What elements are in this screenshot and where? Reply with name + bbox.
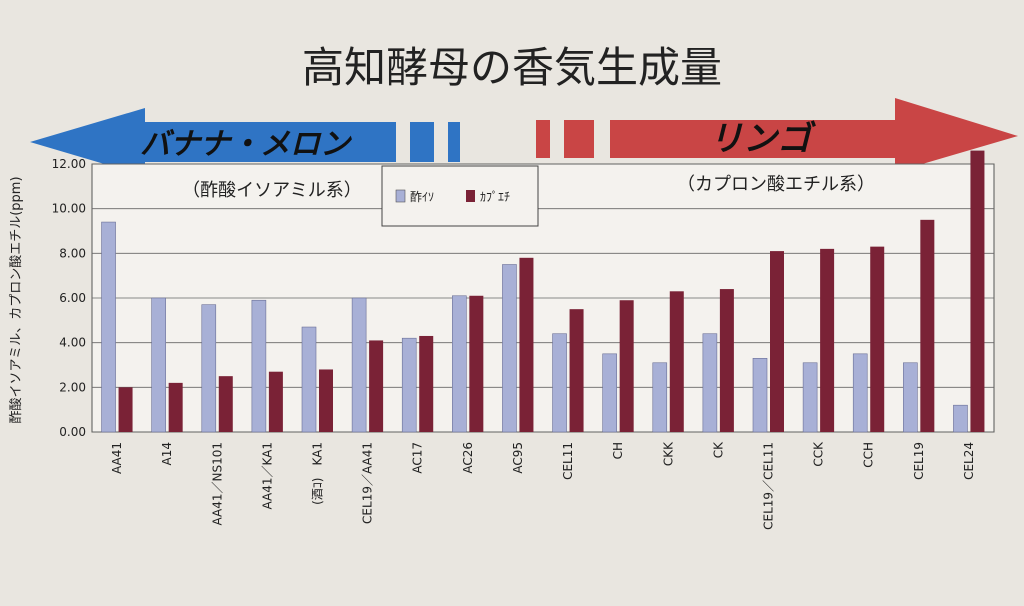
bar-caproate xyxy=(569,309,584,432)
bar-isoamyl xyxy=(201,304,217,433)
x-tick-label: AA41 xyxy=(110,442,124,474)
bar-isoamyl xyxy=(151,297,166,433)
apple-arrow-shape xyxy=(610,98,1018,172)
slide-title: 高知酵母の香気生成量 xyxy=(302,43,722,92)
bar-isoamyl xyxy=(401,337,417,433)
bar-caproate xyxy=(268,371,283,432)
x-tick-label: CKK xyxy=(661,441,675,466)
y-axis-ticks: 0.00 2.00 4.00 6.00 8.00 10.00 12.00 xyxy=(52,157,86,439)
y-tick-label: 2.00 xyxy=(59,380,86,394)
bar-caproate xyxy=(419,335,434,432)
apple-arrow-stripe-2 xyxy=(564,120,594,158)
x-tick-label: CEL24 xyxy=(962,442,976,480)
bar-caproate xyxy=(619,300,634,432)
bar-isoamyl xyxy=(351,297,367,433)
grid-lines xyxy=(92,163,994,433)
banana-arrow-stripe-2 xyxy=(448,122,460,162)
legend: 酢ｲｿ ｶﾌﾟｴﾁ xyxy=(381,165,539,227)
y-tick-label: 6.00 xyxy=(59,291,86,305)
x-tick-label: CEL19／AA41 xyxy=(361,442,375,524)
x-axis-ticks: AA41 A14 AA41／NS101 AA41／KA1 (酒ｺ) KA1 CEL19／A… xyxy=(110,441,976,530)
bar-isoamyl xyxy=(903,362,918,433)
bar-caproate xyxy=(870,246,885,432)
y-tick-label: 8.00 xyxy=(59,246,86,260)
bar-isoamyl xyxy=(251,299,267,433)
banana-arrow-shape xyxy=(30,108,396,176)
bar-caproate xyxy=(218,376,233,432)
x-tick-label: AC95 xyxy=(511,442,525,474)
y-tick-label: 4.00 xyxy=(59,336,86,350)
legend-label-caproate: ｶﾌﾟｴﾁ xyxy=(480,190,510,204)
y-tick-label: 10.00 xyxy=(52,202,86,216)
bar-isoamyl xyxy=(802,362,818,433)
left-group-label: （酢酸イソアミル系） xyxy=(182,180,362,201)
bar-caproate xyxy=(770,251,784,432)
x-tick-label: CEL19／CEL11 xyxy=(762,442,776,530)
bar-isoamyl xyxy=(752,357,768,433)
y-axis-label: 酢酸イソアミル、カプロン酸エチル(ppm) xyxy=(9,176,24,423)
x-tick-label: CEL11 xyxy=(561,442,575,480)
y-tick-label: 0.00 xyxy=(59,425,86,439)
x-tick-label: (酒ｺ) KA1 xyxy=(311,442,325,505)
bar-caproate xyxy=(469,295,484,432)
x-tick-label: A14 xyxy=(160,442,174,465)
bar-isoamyl xyxy=(301,326,317,433)
bar-isoamyl xyxy=(552,333,567,433)
bar-isoamyl xyxy=(652,362,668,433)
bar-caproate xyxy=(168,382,183,432)
bar-caproate xyxy=(970,150,985,432)
y-tick-label: 12.00 xyxy=(52,157,86,171)
x-tick-label: CCH xyxy=(862,442,876,468)
x-tick-label: CEL19 xyxy=(912,442,926,480)
banana-arrow-stripe-1 xyxy=(410,122,434,162)
x-tick-label: CK xyxy=(711,441,725,458)
bar-isoamyl xyxy=(502,264,517,433)
bar-series xyxy=(101,150,985,433)
x-tick-label: AC26 xyxy=(461,442,475,474)
bar-caproate xyxy=(319,369,333,432)
bar-caproate xyxy=(820,248,835,432)
legend-swatch-isoamyl xyxy=(395,189,406,203)
bar-caproate xyxy=(669,291,684,432)
legend-swatch-caproate xyxy=(466,190,475,202)
x-tick-label: AA41／NS101 xyxy=(210,442,224,526)
right-group-label: （カプロン酸エチル系） xyxy=(677,174,875,195)
legend-box xyxy=(381,165,539,227)
apple-label: リンゴ xyxy=(709,119,816,159)
bar-isoamyl xyxy=(702,333,718,433)
bar-isoamyl xyxy=(852,353,868,433)
x-tick-label: AA41／KA1 xyxy=(260,442,274,510)
x-tick-label: CCK xyxy=(812,441,826,467)
bar-caproate xyxy=(369,340,384,432)
x-tick-label: AC17 xyxy=(411,442,425,474)
apple-arrow: リンゴ xyxy=(536,98,1018,172)
bar-isoamyl xyxy=(452,295,467,433)
x-tick-label: CH xyxy=(611,442,625,459)
bar-caproate xyxy=(519,257,534,432)
bar-caproate xyxy=(719,289,734,432)
banana-melon-label: バナナ・メロン xyxy=(140,127,352,162)
bar-isoamyl xyxy=(602,353,617,433)
bar-isoamyl xyxy=(101,221,116,433)
banana-melon-arrow: バナナ・メロン xyxy=(30,108,460,176)
legend-label-isoamyl: 酢ｲｿ xyxy=(410,189,434,204)
bar-isoamyl xyxy=(953,404,968,433)
bar-caproate xyxy=(920,219,935,432)
apple-arrow-stripe-1 xyxy=(536,120,550,158)
bar-caproate xyxy=(118,387,133,432)
